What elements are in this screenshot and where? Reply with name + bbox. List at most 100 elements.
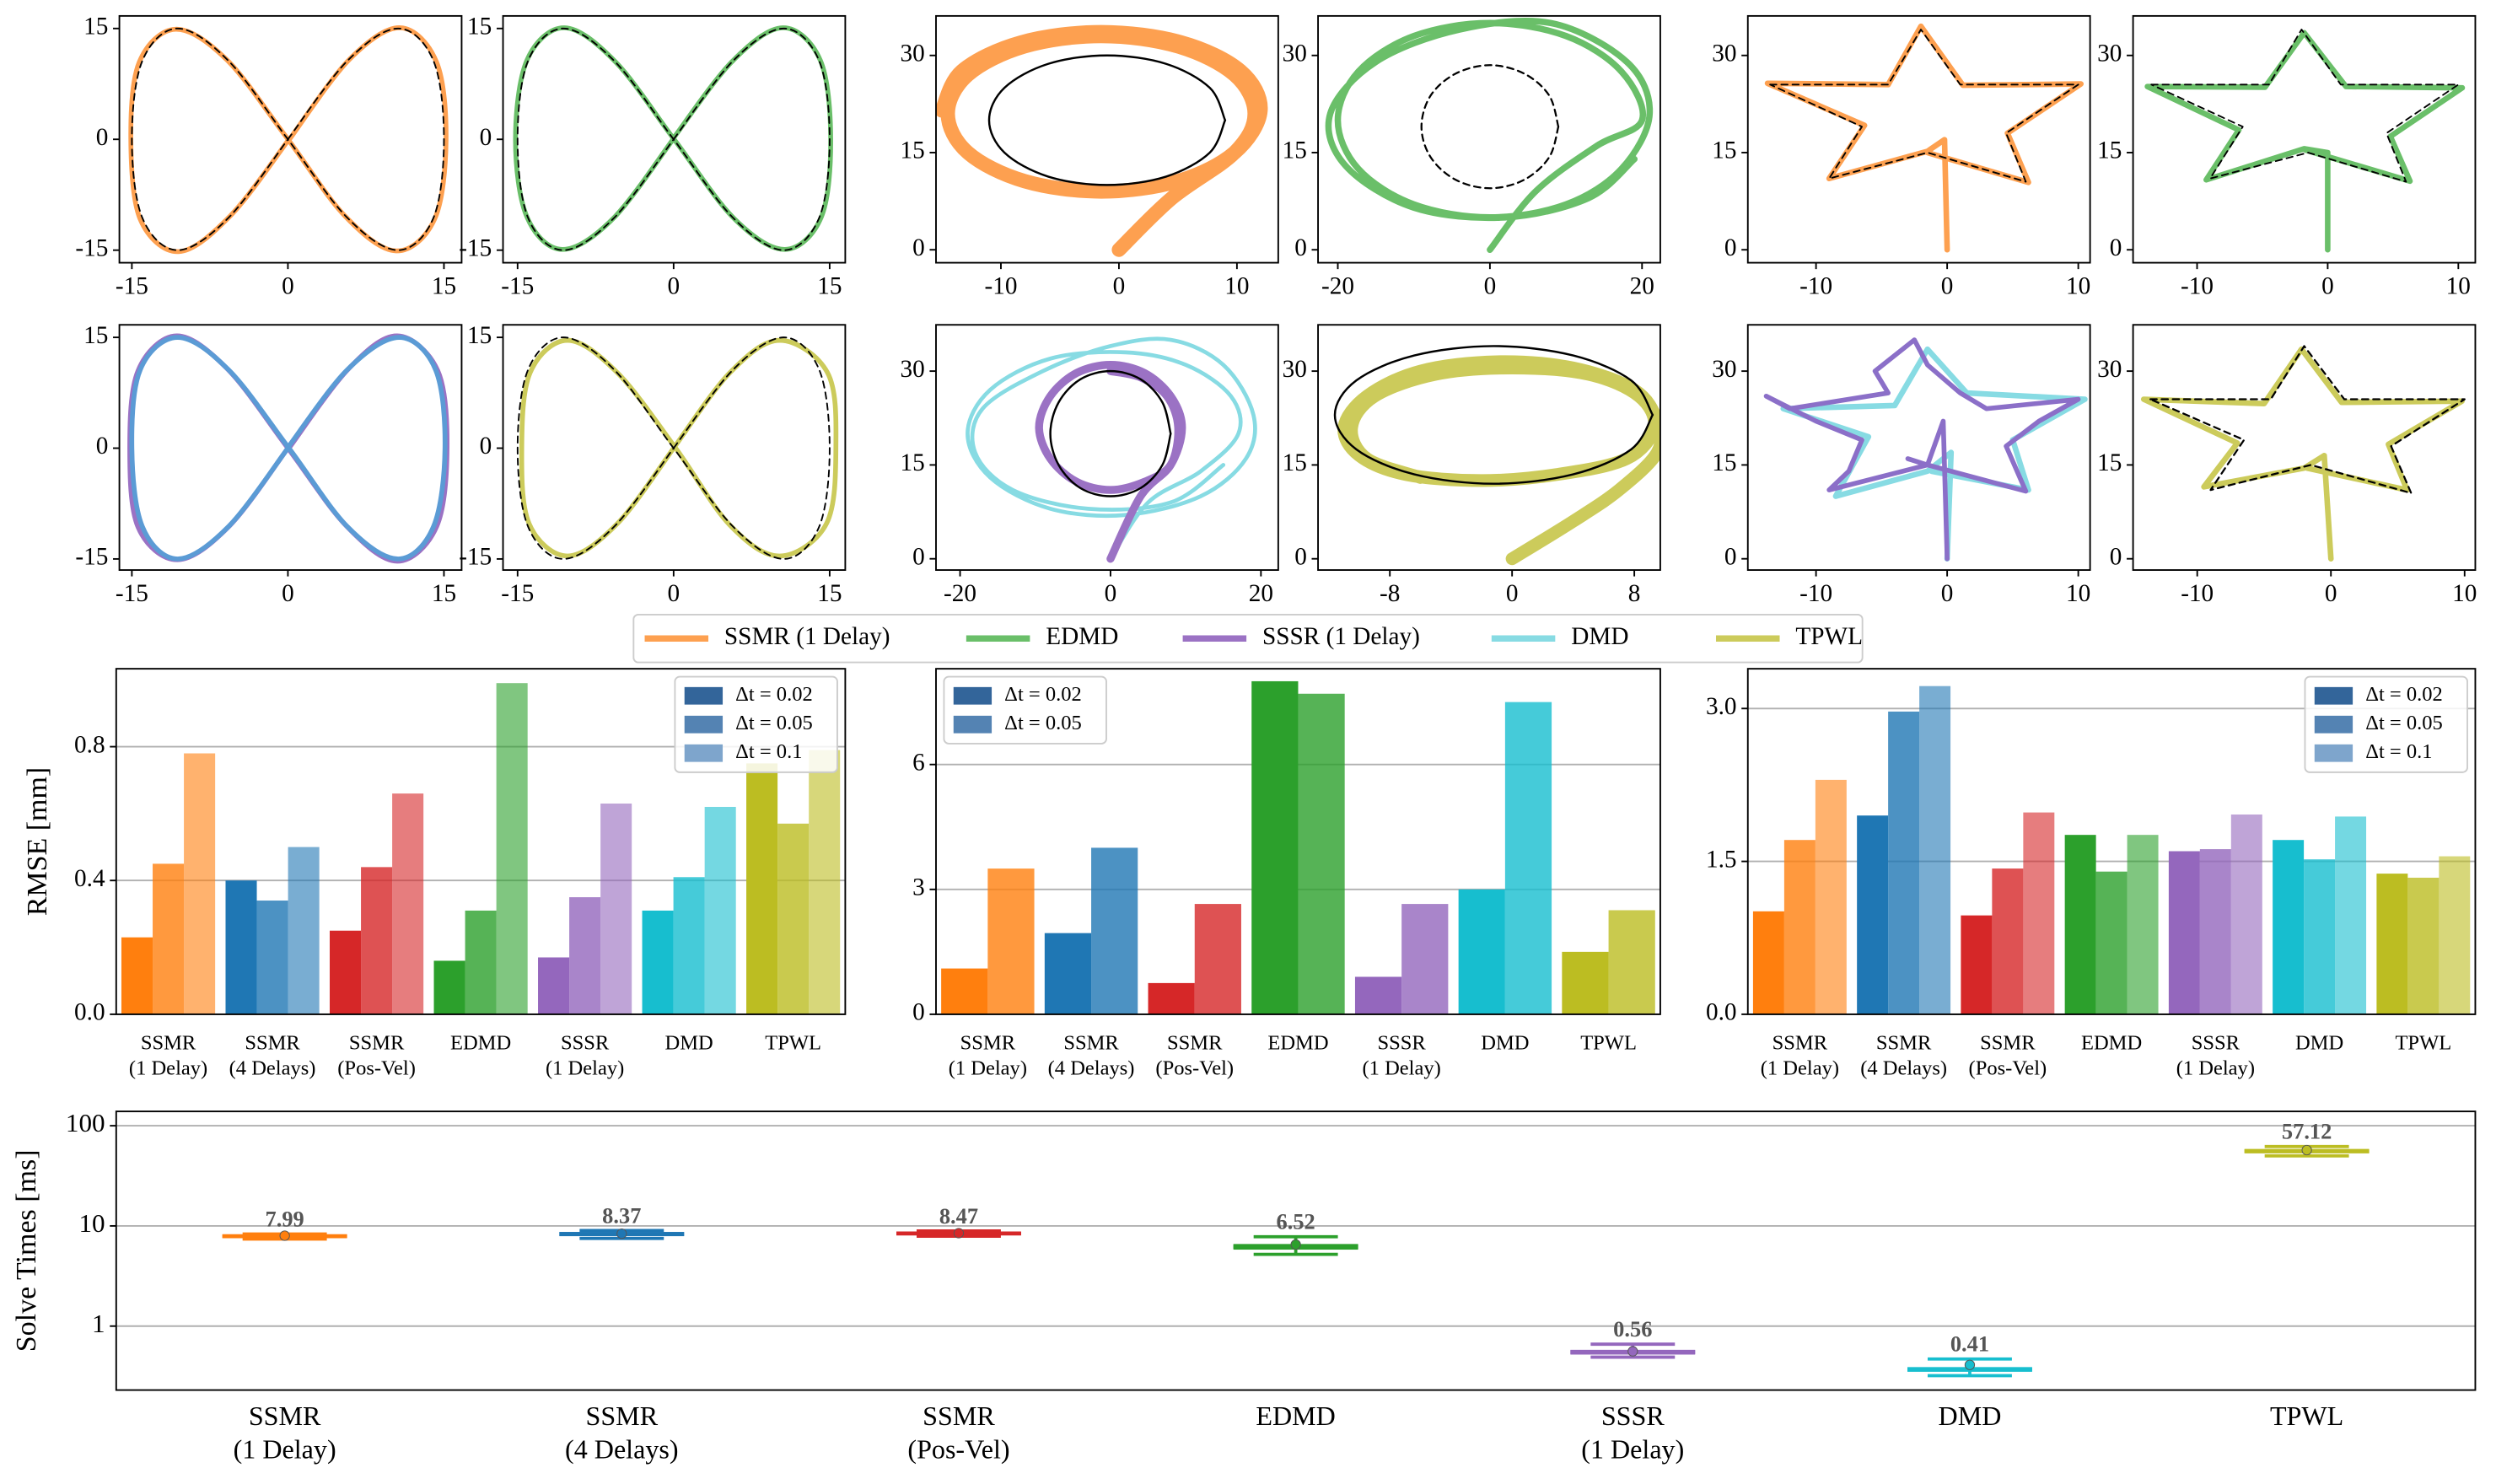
axes-frame xyxy=(502,324,847,571)
x-tick-label: 0 xyxy=(668,580,680,607)
mean-dot xyxy=(953,1228,965,1239)
bar xyxy=(2064,835,2096,1014)
bar xyxy=(2439,856,2471,1014)
y-axis-label: RMSE [mm] xyxy=(22,767,53,916)
bar xyxy=(2230,814,2262,1014)
legend-box xyxy=(632,613,1864,664)
bar xyxy=(2095,871,2128,1014)
y-tick-label: 15 xyxy=(901,137,925,164)
legend-label: SSMR (1 Delay) xyxy=(724,623,890,650)
x-tick-label: EDMD xyxy=(450,1031,511,1054)
y-tick-label: 0 xyxy=(480,433,492,460)
x-tick-label: 15 xyxy=(432,273,456,300)
x-tick-label: EDMD xyxy=(2081,1031,2142,1054)
y-tick-label: 0 xyxy=(912,999,925,1026)
y-tick-label: 0.0 xyxy=(1706,999,1737,1026)
trajectory xyxy=(519,337,839,559)
bar xyxy=(2168,851,2200,1014)
bar xyxy=(987,868,1035,1014)
y-tick-label: 15 xyxy=(467,322,492,349)
x-tick-label: (4 Delays) xyxy=(1860,1057,1947,1080)
x-tick-label: 0 xyxy=(2325,580,2337,607)
x-tick-label: SSMR xyxy=(1876,1031,1932,1054)
bar xyxy=(673,877,705,1014)
x-tick-label: SSSR xyxy=(561,1031,610,1054)
legend-label: Δt = 0.02 xyxy=(1004,683,1082,706)
x-tick-label: -10 xyxy=(984,273,1017,300)
legend-swatch xyxy=(684,744,724,762)
x-tick-label: DMD xyxy=(1939,1401,2002,1431)
y-tick-label: -15 xyxy=(459,544,492,571)
y-tick-label: 0 xyxy=(2110,543,2122,570)
trajectory xyxy=(1780,346,2088,562)
x-tick-label: -15 xyxy=(501,273,534,300)
x-tick-label: 10 xyxy=(2452,580,2477,607)
y-tick-label: 0 xyxy=(1724,234,1737,261)
bar xyxy=(1148,982,1195,1014)
y-tick-label: 0 xyxy=(912,234,925,261)
legend-label: Δt = 0.1 xyxy=(2365,740,2432,763)
trajectory xyxy=(131,27,445,251)
y-tick-label: 30 xyxy=(901,40,925,67)
axes-frame xyxy=(118,324,463,571)
legend-swatch xyxy=(953,686,992,705)
trajectory xyxy=(1049,369,1172,497)
trajectory xyxy=(2149,345,2466,494)
bar xyxy=(809,750,841,1014)
bar xyxy=(2304,859,2336,1014)
x-tick-label: 0 xyxy=(1941,273,1954,300)
y-tick-label: 15 xyxy=(1712,449,1736,476)
bar xyxy=(496,683,528,1014)
bar xyxy=(256,901,288,1014)
y-tick-label: 0 xyxy=(1294,234,1307,261)
y-tick-label: -15 xyxy=(75,234,108,261)
y-tick-label: 15 xyxy=(467,13,492,40)
x-tick-label: 10 xyxy=(1224,273,1249,300)
bar xyxy=(465,910,497,1014)
value-label: 0.56 xyxy=(1613,1316,1652,1342)
mean-dot xyxy=(1290,1239,1301,1250)
value-label: 6.52 xyxy=(1277,1209,1315,1234)
bar xyxy=(1919,686,1951,1014)
legend-swatch xyxy=(2314,686,2353,705)
y-tick-label: 0 xyxy=(96,124,109,151)
y-tick-label: 30 xyxy=(1283,40,1307,67)
axes-frame xyxy=(502,14,847,264)
x-tick-label: 10 xyxy=(2066,580,2090,607)
bar xyxy=(330,930,362,1014)
bar xyxy=(1857,815,1889,1014)
legend-swatch xyxy=(684,715,724,734)
x-tick-label: -15 xyxy=(501,580,534,607)
x-tick-label: -10 xyxy=(2181,273,2214,300)
bar xyxy=(361,867,393,1014)
trajectory xyxy=(1337,355,1660,566)
x-tick-label: SSMR xyxy=(249,1401,321,1431)
x-tick-label: (4 Delays) xyxy=(1048,1057,1135,1080)
trajectory xyxy=(516,27,831,251)
y-tick-label: 3.0 xyxy=(1706,693,1737,720)
x-tick-label: -20 xyxy=(944,580,976,607)
y-tick-label: -15 xyxy=(75,544,108,571)
x-tick-label: 0 xyxy=(282,273,294,300)
legend-label: Δt = 0.05 xyxy=(1004,712,1082,734)
y-axis-label: Solve Times [ms] xyxy=(11,1149,42,1352)
legend-swatch xyxy=(2314,744,2353,762)
bar xyxy=(121,937,153,1014)
bar xyxy=(1783,840,1816,1014)
x-tick-label: SSMR xyxy=(349,1031,405,1054)
y-tick-label: 15 xyxy=(1283,449,1307,476)
bar xyxy=(1194,904,1241,1014)
legend-swatch xyxy=(953,715,992,734)
bar xyxy=(1458,889,1505,1014)
axes-frame xyxy=(1317,14,1661,264)
y-tick-label: 15 xyxy=(83,13,108,40)
x-tick-label: DMD xyxy=(1481,1031,1529,1054)
trajectory xyxy=(2140,346,2465,562)
x-tick-label: (4 Delays) xyxy=(565,1434,678,1465)
bar xyxy=(777,823,810,1014)
y-tick-label: 0 xyxy=(1724,543,1737,570)
trajectory xyxy=(129,335,448,562)
axes-frame xyxy=(118,14,463,264)
y-tick-label: 30 xyxy=(2097,40,2122,67)
